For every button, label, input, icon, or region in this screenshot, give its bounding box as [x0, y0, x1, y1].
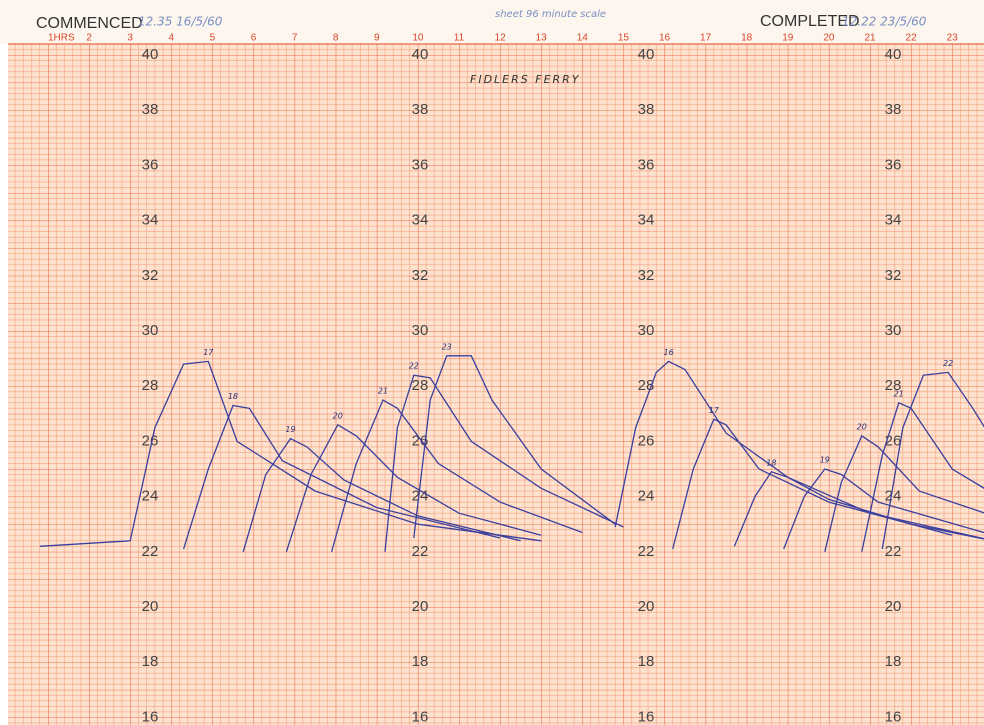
hour-label: 16	[659, 33, 671, 44]
hour-label: 19	[782, 33, 794, 44]
scale-label: 16	[885, 708, 902, 725]
sheet-note: sheet 96 minute scale	[495, 9, 606, 20]
trace-label: 21	[894, 389, 904, 398]
scale-label: 30	[885, 322, 902, 339]
hour-label: 6	[251, 33, 257, 44]
trace-label: 19	[820, 456, 830, 465]
scale-label: 30	[142, 322, 159, 339]
scale-label: 32	[638, 267, 655, 284]
scale-label: 34	[638, 212, 655, 229]
commenced-note: 12.35 16/5/60	[138, 15, 223, 29]
scale-label: 24	[142, 488, 159, 505]
scale-label: 16	[412, 708, 429, 725]
trace-label: 16	[664, 348, 674, 357]
commenced-label: COMMENCED	[36, 15, 143, 32]
trace-label: 20	[857, 422, 867, 431]
trace-label: 17	[709, 406, 720, 415]
trace-label: 21	[378, 387, 388, 396]
scale-label: 22	[412, 543, 429, 560]
scale-label: 26	[638, 432, 655, 449]
scale-label: 18	[638, 653, 655, 670]
scale-label: 30	[412, 322, 429, 339]
hour-label: 18	[741, 33, 753, 44]
trace-label: 20	[333, 411, 343, 420]
scale-label: 16	[638, 708, 655, 725]
scale-label: 38	[412, 101, 429, 118]
scale-label: 18	[885, 653, 902, 670]
hour-label: 14	[577, 33, 589, 44]
hour-label: 11	[454, 33, 465, 44]
scale-label: 32	[885, 267, 902, 284]
hour-label: 7	[292, 33, 298, 44]
scale-label: 38	[885, 101, 902, 118]
hour-label: 22	[906, 33, 918, 44]
scale-label: 20	[412, 598, 429, 615]
scale-label: 22	[885, 543, 902, 560]
hour-label: 4	[169, 33, 175, 44]
scale-label: 32	[412, 267, 429, 284]
trace-label: 17	[203, 348, 214, 357]
scale-label: 38	[638, 101, 655, 118]
hour-label: 10	[412, 33, 424, 44]
scale-label: 38	[142, 101, 159, 118]
scale-label: 24	[885, 488, 902, 505]
scale-label: 20	[638, 598, 655, 615]
scale-label: 28	[412, 377, 429, 394]
hour-label: 12	[495, 33, 507, 44]
scale-label: 26	[142, 432, 159, 449]
chart-title: FIDLERS FERRY	[470, 73, 581, 86]
scale-label: 18	[412, 653, 429, 670]
hour-label: 2	[86, 33, 92, 44]
scale-label: 22	[142, 543, 159, 560]
scale-label: 40	[412, 46, 429, 63]
scale-label: 30	[638, 322, 655, 339]
scale-label: 34	[885, 212, 902, 229]
trace-label: 18	[766, 458, 776, 467]
scale-label: 36	[412, 156, 429, 173]
hour-label: 20	[823, 33, 835, 44]
scale-label: 18	[142, 653, 159, 670]
scale-label: 32	[142, 267, 159, 284]
hour-label: 5	[210, 33, 216, 44]
hour-label: 17	[700, 33, 712, 44]
scale-label: 16	[142, 708, 159, 725]
scale-label: 40	[638, 46, 655, 63]
hour-label: 9	[374, 33, 380, 44]
chart-paper: COMMENCED 12.35 16/5/60 COMPLETED 12.22 …	[0, 0, 984, 725]
scale-label: 22	[638, 543, 655, 560]
scale-label: 24	[638, 488, 655, 505]
scale-label: 36	[885, 156, 902, 173]
graph-grid	[8, 22, 984, 725]
trace-label: 22	[943, 359, 953, 368]
scale-label: 40	[142, 46, 159, 63]
scale-label: 28	[142, 377, 159, 394]
hour-label: 15	[618, 33, 630, 44]
trace-label: 22	[409, 362, 419, 371]
scale-label: 40	[885, 46, 902, 63]
scale-label: 34	[142, 212, 159, 229]
hour-label: 21	[864, 33, 876, 44]
scale-label: 34	[412, 212, 429, 229]
trace-label: 18	[228, 392, 238, 401]
hour-label: 8	[333, 33, 339, 44]
trace-label: 23	[442, 342, 452, 351]
hour-label: 3	[127, 33, 133, 44]
scale-label: 36	[142, 156, 159, 173]
hour-label: 1HRS	[48, 33, 75, 44]
completed-note: 12.22 23/5/60	[842, 15, 927, 29]
scale-label: 20	[885, 598, 902, 615]
scale-label: 36	[638, 156, 655, 173]
hour-label: 13	[536, 33, 548, 44]
scale-label: 20	[142, 598, 159, 615]
trace-label: 19	[285, 425, 295, 434]
hour-label: 23	[947, 33, 959, 44]
